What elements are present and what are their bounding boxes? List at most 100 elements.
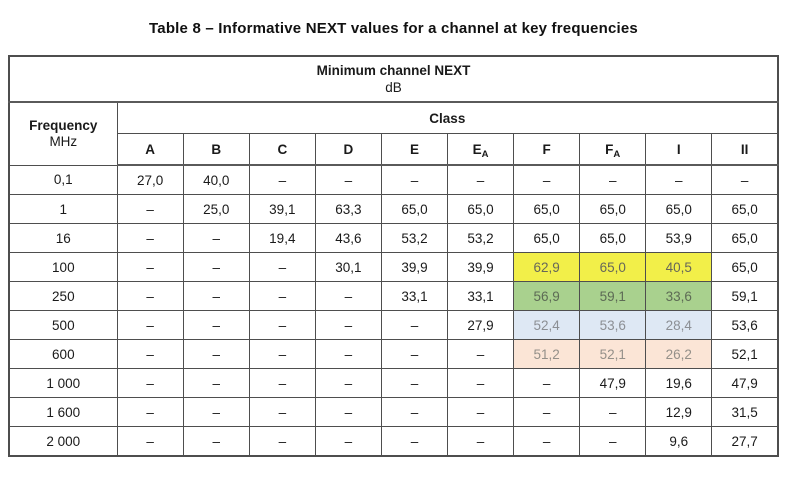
value-cell: 56,9 <box>513 281 581 311</box>
value-cell: – <box>248 339 316 369</box>
frequency-cell: 2 000 <box>8 426 118 457</box>
value-cell: 27,0 <box>116 164 184 195</box>
value-cell: 33,6 <box>645 281 713 311</box>
value-cell: – <box>116 194 184 224</box>
next-values-table: Minimum channel NEXT dB Frequency MHz Cl… <box>8 55 779 457</box>
frequency-label: Frequency <box>29 118 98 134</box>
class-letter-subscript: A <box>613 148 621 160</box>
value-cell: – <box>314 368 382 398</box>
value-cell: – <box>182 252 250 282</box>
value-cell: – <box>711 164 779 195</box>
value-cell: 62,9 <box>513 252 581 282</box>
frequency-cell: 1 600 <box>8 397 118 427</box>
value-cell: – <box>116 397 184 427</box>
value-cell: – <box>182 223 250 253</box>
value-cell: 27,7 <box>711 426 779 457</box>
frequency-unit-label: MHz <box>49 134 78 150</box>
value-cell: 53,9 <box>645 223 713 253</box>
value-cell: – <box>182 310 250 340</box>
table-row: 500– – – – –27,9 52,4 53,6 28,4 53,6 <box>8 310 779 340</box>
value-cell: – <box>116 368 184 398</box>
value-cell: 65,0 <box>579 252 647 282</box>
class-letter: A <box>145 141 156 157</box>
class-column-header: I <box>645 133 713 166</box>
table-row: 600– – – – – –51,2 52,1 26,2 52,1 <box>8 339 779 369</box>
value-cell: 53,6 <box>711 310 779 340</box>
value-cell: – <box>182 339 250 369</box>
value-cell: 27,9 <box>447 310 515 340</box>
class-letter: F <box>605 141 614 157</box>
value-cell: – <box>579 164 647 195</box>
value-cell: – <box>380 368 449 398</box>
value-cell: 39,9 <box>380 252 449 282</box>
class-letter: E <box>409 141 419 157</box>
class-letter: B <box>211 141 222 157</box>
value-cell: – <box>248 281 316 311</box>
value-cell: – <box>314 426 382 457</box>
class-column-header: C <box>248 133 316 166</box>
class-column-header: FA <box>579 133 647 166</box>
table-header-unit: dB <box>385 80 402 95</box>
table-header-band: Minimum channel NEXT dB <box>8 55 779 103</box>
value-cell: 65,0 <box>711 223 779 253</box>
table-caption: Table 8 – Informative NEXT values for a … <box>149 20 638 37</box>
table-header-title: Minimum channel NEXT <box>316 63 471 78</box>
value-cell: – <box>513 426 581 457</box>
table-row: 1 000– – – – – – –47,9 19,6 47,9 <box>8 368 779 398</box>
value-cell: 28,4 <box>645 310 713 340</box>
value-cell: – <box>314 397 382 427</box>
value-cell: 53,6 <box>579 310 647 340</box>
class-band-header: Class <box>116 101 779 134</box>
value-cell: 53,2 <box>380 223 449 253</box>
value-cell: 65,0 <box>711 194 779 224</box>
frequency-cell: 1 000 <box>8 368 118 398</box>
value-cell: 40,5 <box>645 252 713 282</box>
value-cell: – <box>116 281 184 311</box>
value-cell: – <box>314 164 382 195</box>
value-cell: 51,2 <box>513 339 581 369</box>
value-cell: – <box>314 281 382 311</box>
value-cell: 65,0 <box>447 194 515 224</box>
value-cell: 63,3 <box>314 194 382 224</box>
value-cell: 47,9 <box>711 368 779 398</box>
value-cell: – <box>513 164 581 195</box>
value-cell: 59,1 <box>711 281 779 311</box>
frequency-cell: 16 <box>8 223 118 253</box>
value-cell: – <box>182 368 250 398</box>
value-cell: 31,5 <box>711 397 779 427</box>
class-letters-row: A B C D E EA F FA I II <box>9 133 779 166</box>
value-cell: – <box>645 164 713 195</box>
value-cell: 65,0 <box>579 194 647 224</box>
table-row: 100– – –30,1 39,9 39,9 62,9 65,0 40,5 65,0 <box>8 252 779 282</box>
class-column-header: II <box>711 133 779 166</box>
value-cell: – <box>513 368 581 398</box>
value-cell: 65,0 <box>513 223 581 253</box>
table-header-band-row: Minimum channel NEXT dB <box>8 55 779 103</box>
value-cell: – <box>248 368 316 398</box>
class-column-header: D <box>314 133 382 166</box>
value-cell: 25,0 <box>182 194 250 224</box>
frequency-cell: 1 <box>8 194 118 224</box>
value-cell: 19,4 <box>248 223 316 253</box>
value-cell: – <box>182 397 250 427</box>
value-cell: – <box>579 426 647 457</box>
class-letter: II <box>740 141 749 157</box>
value-cell: – <box>513 397 581 427</box>
value-cell: 26,2 <box>645 339 713 369</box>
value-cell: – <box>116 223 184 253</box>
value-cell: 53,2 <box>447 223 515 253</box>
value-cell: – <box>447 426 515 457</box>
class-column-header: B <box>182 133 250 166</box>
value-cell: 65,0 <box>380 194 449 224</box>
frequency-column-header: Frequency MHz <box>8 101 118 166</box>
frequency-cell: 500 <box>8 310 118 340</box>
value-cell: – <box>380 339 449 369</box>
value-cell: – <box>579 397 647 427</box>
value-cell: 65,0 <box>513 194 581 224</box>
value-cell: – <box>447 339 515 369</box>
class-column-header: EA <box>447 133 515 166</box>
value-cell: – <box>380 164 449 195</box>
class-column-header: A <box>116 133 184 166</box>
frequency-cell: 250 <box>8 281 118 311</box>
